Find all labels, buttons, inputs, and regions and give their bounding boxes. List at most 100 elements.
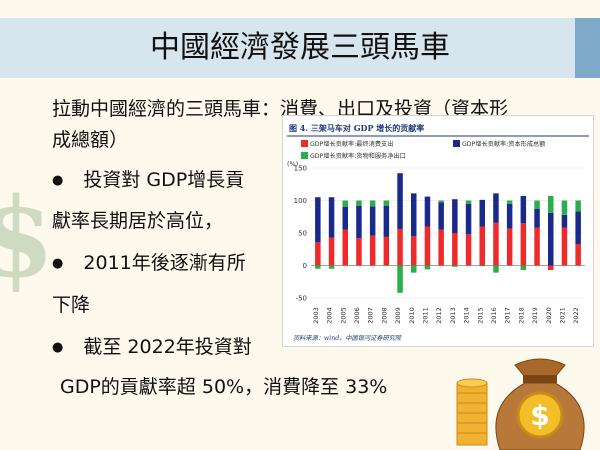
bar: [534, 208, 540, 228]
legend-swatch: [301, 152, 308, 159]
bullet-dot: ●: [52, 256, 64, 271]
bar: [356, 238, 362, 266]
bar: [342, 200, 348, 207]
x-tick-label: 2018: [517, 307, 525, 324]
gdp-contribution-chart: 图 4. 三架马车对 GDP 增长的贡献率 GDP增长贡献率:最终消费支出 GDP增…: [282, 115, 594, 347]
bar: [465, 234, 472, 266]
bar: [479, 265, 485, 267]
bar: [534, 200, 540, 209]
bar: [561, 227, 568, 266]
bullet-2-text: 2011年後逐漸有所: [83, 252, 246, 274]
bar: [465, 200, 472, 204]
bullet-2-line-1: ● 2011年後逐漸有所: [52, 248, 246, 275]
bar: [397, 173, 403, 230]
bar: [575, 211, 581, 245]
y-tick-label: 50: [298, 230, 307, 238]
bar: [548, 212, 554, 266]
bar: [315, 242, 321, 266]
bar: [479, 226, 485, 266]
bullet-1-line-1: ● 投資對 GDP增長貢: [52, 165, 244, 192]
bullet-3-line-1: ● 截至 2022年投資對: [52, 332, 252, 359]
intro-line-2: 成總額）: [52, 129, 129, 151]
bar: [548, 195, 554, 213]
bar: [575, 244, 581, 266]
y-axis-label: (%): [287, 160, 298, 168]
bar: [424, 265, 431, 270]
bullet-3-text: 截至 2022年投資對: [83, 336, 252, 358]
bar: [342, 207, 348, 230]
title-bar: [0, 18, 600, 78]
legend-label: GDP增长贡献率:货物和服务净出口: [310, 152, 406, 160]
x-tick-label: 2019: [531, 307, 539, 324]
x-tick-label: 2022: [572, 307, 580, 324]
legend-swatch: [301, 140, 308, 147]
bullet-dot: ●: [52, 340, 64, 355]
title-bar-accent: [575, 18, 600, 78]
bar: [411, 236, 417, 266]
bar: [506, 203, 513, 229]
dollar-sign-icon: $: [0, 173, 55, 302]
bar: [328, 197, 335, 238]
bar: [452, 199, 458, 233]
bar: [315, 197, 321, 243]
bar: [369, 200, 376, 207]
bar: [561, 200, 568, 215]
bar: [383, 205, 390, 237]
slide-title: 中國經濟發展三頭馬車: [150, 30, 450, 65]
bar: [424, 226, 431, 266]
bar: [328, 265, 335, 269]
bar: [383, 200, 390, 206]
bar: [493, 265, 499, 273]
y-tick-label: 100: [294, 197, 307, 205]
x-tick-label: 2021: [558, 307, 566, 324]
x-tick-label: 2006: [353, 307, 361, 324]
intro-line-1: 拉動中國經濟的三頭馬車：消費、出口及投資（資本形: [52, 98, 509, 120]
legend-label: GDP增长贡献率:最终消费支出: [310, 140, 393, 148]
bullet-dot: ●: [52, 173, 64, 188]
bar: [411, 265, 417, 273]
bar: [452, 265, 458, 267]
bar: [452, 233, 458, 266]
bar: [506, 200, 513, 204]
bar: [465, 203, 472, 235]
x-tick-label: 2013: [449, 307, 457, 324]
svg-text:$: $: [530, 399, 549, 432]
coin-stack-icon: [456, 378, 488, 446]
x-tick-label: 2017: [504, 307, 512, 324]
bar: [548, 265, 554, 271]
bar: [438, 200, 444, 203]
x-tick-label: 2008: [380, 307, 388, 324]
bar: [369, 235, 376, 266]
chart-source: 资料来源：wind，中国银河证券研究院: [293, 334, 402, 342]
x-tick-label: 2014: [463, 307, 471, 324]
chart-title: 图 4. 三架马车对 GDP 增长的贡献率: [289, 123, 424, 133]
bar: [328, 237, 335, 266]
bar: [383, 236, 390, 266]
bar: [520, 195, 527, 224]
bar: [493, 193, 499, 223]
x-tick-label: 2003: [312, 307, 320, 324]
bar: [520, 265, 527, 271]
x-tick-label: 2016: [490, 307, 498, 324]
x-tick-label: 2007: [367, 307, 375, 324]
bar: [561, 214, 568, 228]
bar: [493, 222, 499, 266]
bar: [424, 196, 431, 227]
bar: [356, 205, 362, 239]
money-bag-icon: $: [456, 358, 585, 450]
bar: [575, 200, 581, 212]
bar: [411, 193, 417, 237]
x-tick-label: 2012: [435, 307, 443, 324]
bullet-3-line-2: GDP的貢獻率超 50%，消費降至 33%: [60, 376, 388, 398]
bar: [506, 228, 513, 266]
bullet-1-line-2: 獻率長期居於高位，: [52, 210, 224, 232]
bar: [315, 265, 321, 269]
bar: [397, 265, 403, 293]
bar: [438, 202, 444, 230]
bar: [520, 223, 527, 266]
y-tick-label: 150: [294, 165, 307, 173]
bullet-2-line-2: 下降: [52, 294, 91, 316]
x-tick-label: 2009: [394, 307, 402, 324]
x-tick-label: 2004: [326, 307, 334, 324]
bar: [534, 227, 540, 266]
